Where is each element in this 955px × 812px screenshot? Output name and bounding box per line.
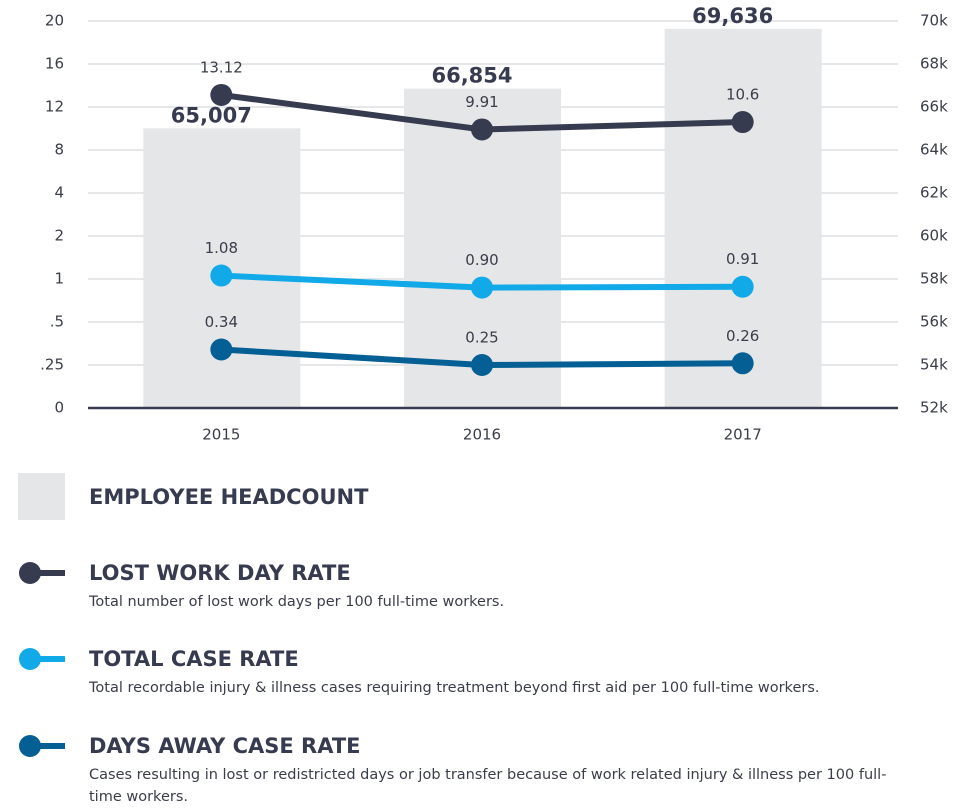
legend-dot [19, 648, 41, 670]
y-tick-label: 20 [45, 12, 64, 30]
legend-swatch [18, 473, 65, 520]
point [471, 354, 493, 376]
point-value-label: 10.6 [726, 86, 759, 104]
point-value-label: 0.34 [205, 313, 238, 331]
legend-description: Total number of lost work days per 100 f… [89, 594, 505, 610]
y2-tick-label: 52k [920, 399, 948, 417]
bar-value-label: 66,854 [431, 64, 512, 88]
y2-tick-label: 66k [920, 98, 948, 116]
x-tick-label: 2015 [202, 426, 240, 444]
y2-tick-label: 60k [920, 227, 948, 245]
legend-dot [19, 562, 41, 584]
y2-tick-label: 58k [920, 270, 948, 288]
y2-tick-label: 68k [920, 55, 948, 73]
legend-title: EMPLOYEE HEADCOUNT [89, 485, 369, 509]
legend-title: DAYS AWAY CASE RATE [89, 734, 361, 758]
point [210, 264, 233, 287]
legend-description: Cases resulting in lost or redistricted … [89, 767, 887, 805]
y-tick-label: .5 [50, 313, 64, 331]
y-tick-label: 4 [54, 184, 64, 202]
y-tick-label: 12 [45, 98, 64, 116]
point-value-label: 0.91 [726, 250, 759, 268]
y2-tick-label: 54k [920, 356, 948, 374]
y-tick-label: 1 [54, 270, 64, 288]
point [731, 111, 754, 134]
point-value-label: 1.08 [205, 239, 238, 257]
bar-value-label: 69,636 [692, 4, 773, 28]
point [210, 338, 233, 361]
y-tick-label: .25 [40, 356, 64, 374]
y-tick-label: 2 [54, 227, 64, 245]
x-tick-label: 2017 [724, 426, 762, 444]
y2-tick-label: 64k [920, 141, 948, 159]
point-value-label: 13.12 [200, 58, 243, 76]
y-tick-label: 16 [45, 55, 64, 73]
x-tick-label: 2016 [463, 426, 501, 444]
y2-tick-label: 56k [920, 313, 948, 331]
y-tick-label: 8 [54, 141, 64, 159]
point [471, 118, 493, 141]
point [731, 352, 754, 375]
legend-title: LOST WORK DAY RATE [89, 561, 351, 585]
y-tick-label: 0 [54, 399, 64, 417]
legend-description: Total recordable injury & illness cases … [89, 680, 820, 696]
legend-dot [19, 735, 41, 757]
point-value-label: 9.91 [465, 93, 498, 111]
legend-title: TOTAL CASE RATE [89, 647, 299, 671]
point [210, 83, 233, 106]
bar [664, 28, 822, 409]
bar-value-label: 65,007 [171, 103, 252, 127]
point [471, 276, 493, 299]
point-value-label: 0.25 [465, 329, 498, 347]
y2-tick-label: 62k [920, 184, 948, 202]
point-value-label: 0.90 [465, 251, 498, 269]
point-value-label: 0.26 [726, 327, 759, 345]
y2-tick-label: 70k [920, 12, 948, 30]
point [731, 275, 754, 298]
